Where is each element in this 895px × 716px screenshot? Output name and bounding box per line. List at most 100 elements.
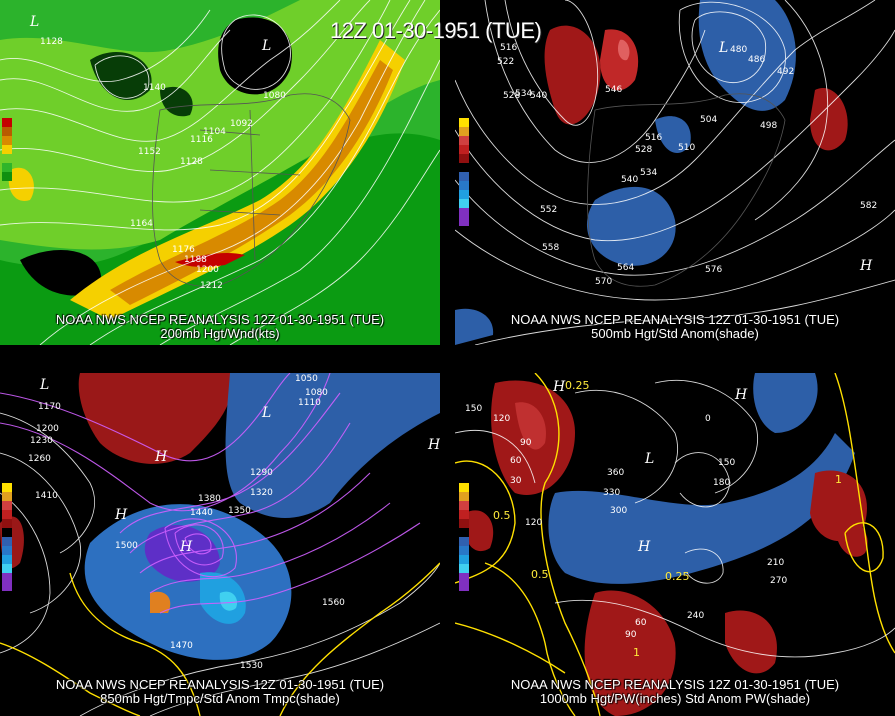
contour-label: 1128 [40, 37, 63, 47]
contour-label: 60 [635, 618, 647, 628]
high-marker: H [637, 539, 651, 555]
high-marker: H [734, 387, 748, 403]
contour-label: 1530 [240, 661, 263, 671]
contour-label: 540 [621, 175, 638, 185]
high-marker: H [859, 258, 873, 274]
contour-label: 1116 [190, 135, 213, 145]
contour-label: 120 [525, 518, 542, 528]
contour-label: 540 [530, 91, 547, 101]
high-marker: H [154, 449, 168, 465]
contour-label: 1164 [130, 219, 153, 229]
contour-label: 1212 [200, 281, 223, 291]
contour-label: 1230 [30, 436, 53, 446]
low-marker: L [261, 38, 271, 54]
contour-label: 510 [678, 143, 695, 153]
contour-label: 1080 [263, 91, 286, 101]
contour-label: 1110 [298, 398, 321, 408]
caption-500mb: NOAA NWS NCEP REANALYSIS 12Z 01-30-1951 … [475, 313, 875, 341]
low-marker: L [261, 405, 271, 421]
contour-label: 534 [640, 168, 657, 178]
contour-label: 1092 [230, 119, 253, 129]
contour-label: 1410 [35, 491, 58, 501]
contour-label: 528 [635, 145, 652, 155]
panel-1000mb: 150 120 90 60 30 0 360 330 300 270 240 2… [455, 373, 895, 716]
contour-label: 1380 [198, 494, 221, 504]
caption-line2: 1000mb Hgt/PW(inches) Std Anom PW(shade) [539, 691, 811, 706]
contour-label: 1200 [196, 265, 219, 275]
contour-label: 120 [493, 414, 510, 424]
caption-850mb: NOAA NWS NCEP REANALYSIS 12Z 01-30-1951 … [20, 678, 420, 706]
contour-label: 1290 [250, 468, 273, 478]
panel-850mb: 1170 1200 1230 1260 1290 1320 1350 1380 … [0, 373, 440, 716]
contour-label: 210 [767, 558, 784, 568]
high-marker: H [427, 437, 440, 453]
contour-label: 498 [760, 121, 777, 131]
contour-label: 240 [687, 611, 704, 621]
caption-line2: 200mb Hgt/Wnd(kts) [160, 326, 280, 341]
contour-label: 546 [605, 85, 622, 95]
colorbar-500mb [459, 118, 469, 226]
high-marker: H [552, 379, 566, 395]
caption-line1: NOAA NWS NCEP REANALYSIS 12Z 01-30-1951 … [55, 677, 385, 692]
contour-label: 528 [503, 91, 520, 101]
contour-label: 552 [540, 205, 557, 215]
contour-label: 1440 [190, 508, 213, 518]
contour-label: 150 [465, 404, 482, 414]
contour-label: 504 [700, 115, 717, 125]
pw-label: 0.25 [565, 379, 590, 392]
panel-500mb: 516 522 528 534 540 546 480 486 492 498 … [455, 0, 895, 345]
caption-line2: 500mb Hgt/Std Anom(shade) [591, 326, 759, 341]
caption-200mb: NOAA NWS NCEP REANALYSIS 12Z 01-30-1951 … [20, 313, 420, 341]
contour-label: 1152 [138, 147, 161, 157]
low-marker: L [718, 40, 728, 56]
pw-label: 0.5 [531, 568, 549, 581]
contour-label: 1104 [203, 127, 226, 137]
contour-label: 558 [542, 243, 559, 253]
low-marker: L [39, 377, 49, 393]
contour-label: 564 [617, 263, 634, 273]
caption-line1: NOAA NWS NCEP REANALYSIS 12Z 01-30-1951 … [55, 312, 385, 327]
contour-label: 360 [607, 468, 624, 478]
contour-label: 1260 [28, 454, 51, 464]
contour-label: 1140 [143, 83, 166, 93]
map-850mb: 1170 1200 1230 1260 1290 1320 1350 1380 … [0, 373, 440, 716]
contour-label: 180 [713, 478, 730, 488]
low-marker: L [644, 451, 654, 467]
pw-label: 1 [633, 646, 640, 659]
contour-label: 582 [860, 201, 877, 211]
pw-label: 0.25 [665, 570, 690, 583]
contour-label: 1500 [115, 541, 138, 551]
page-title: 12Z 01-30-1951 (TUE) [330, 18, 542, 43]
contour-label: 60 [510, 456, 522, 466]
map-1000mb: 150 120 90 60 30 0 360 330 300 270 240 2… [455, 373, 895, 716]
contour-label: 570 [595, 277, 612, 287]
contour-label: 1050 [295, 374, 318, 384]
low-marker: L [29, 14, 39, 30]
pw-label: 1 [835, 473, 842, 486]
contour-label: 534 [515, 89, 532, 99]
contour-label: 90 [625, 630, 637, 640]
map-500mb: 516 522 528 534 540 546 480 486 492 498 … [455, 0, 895, 345]
contour-label: 492 [777, 67, 794, 77]
contour-label: 1080 [305, 388, 328, 398]
contour-label: 516 [645, 133, 662, 143]
high-marker: H [179, 539, 193, 555]
contour-label: 0 [705, 414, 711, 424]
colorbar-850mb [2, 483, 12, 591]
contour-label: 1470 [170, 641, 193, 651]
caption-line2: 850mb Hgt/Tmpc/Std Anom Tmpc(shade) [100, 691, 340, 706]
contour-label: 150 [718, 458, 735, 468]
pw-label: 0.5 [493, 509, 511, 522]
contour-label: 1560 [322, 598, 345, 608]
contour-label: 1320 [250, 488, 273, 498]
contour-label: 516 [500, 43, 517, 53]
high-marker: H [114, 507, 128, 523]
contour-label: 330 [603, 488, 620, 498]
contour-label: 486 [748, 55, 765, 65]
contour-label: 1170 [38, 402, 61, 412]
colorbar-200mb [2, 118, 12, 181]
caption-line1: NOAA NWS NCEP REANALYSIS 12Z 01-30-1951 … [510, 312, 840, 327]
contour-label: 576 [705, 265, 722, 275]
contour-label: 30 [510, 476, 522, 486]
panel-200mb: 1128 1140 1080 1092 1104 1116 1152 1128 … [0, 0, 440, 345]
